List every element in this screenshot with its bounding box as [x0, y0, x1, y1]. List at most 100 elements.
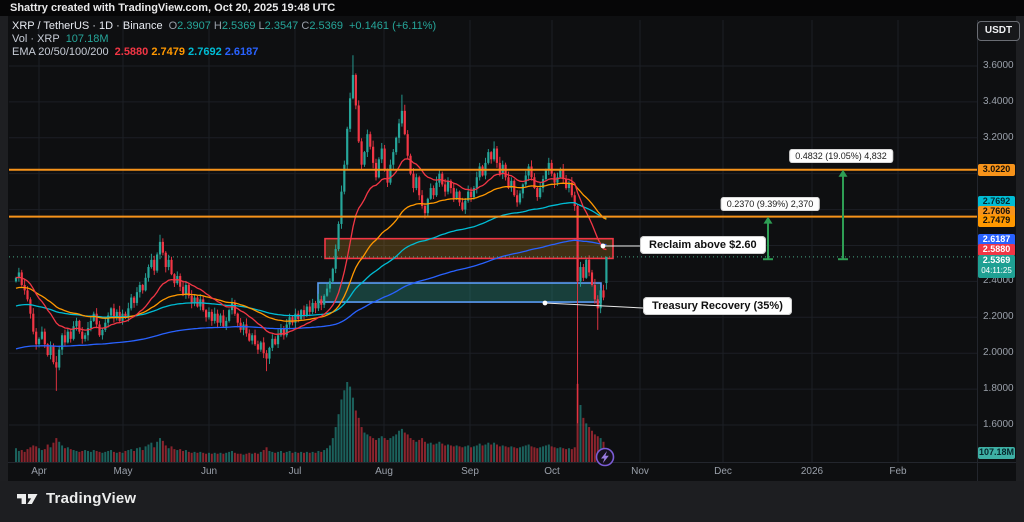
volume-bar: [559, 447, 562, 462]
candle-body: [69, 331, 72, 339]
volume-bar: [314, 452, 317, 462]
candle-body: [271, 338, 274, 348]
ema-200-line[interactable]: [15, 239, 607, 350]
candle-body: [507, 177, 510, 189]
treasury-zone[interactable]: [317, 282, 602, 303]
candle-body: [475, 177, 478, 189]
volume-bar: [61, 445, 64, 462]
candle-body: [461, 202, 464, 210]
volume-bar: [216, 453, 219, 462]
volume-bar: [556, 448, 559, 462]
candle-body: [351, 74, 355, 99]
volume-legend-row[interactable]: Vol · XRP 107.18M: [12, 33, 436, 45]
candle-body: [98, 324, 101, 336]
price-tick-label: 3.6000: [983, 59, 1014, 71]
volume-bar: [141, 450, 144, 462]
candle-body: [314, 302, 317, 309]
annotation-reclaim-label[interactable]: Reclaim above $2.60: [640, 236, 766, 254]
ema-value: 2.6187: [224, 46, 259, 58]
candle-body: [386, 170, 389, 183]
volume-bar: [452, 446, 455, 462]
candle-body: [170, 259, 173, 275]
volume-bar: [95, 450, 98, 462]
ohlc-key: C: [301, 20, 310, 32]
tradingview-logo[interactable]: TradingView: [16, 490, 136, 507]
ema-values: 2.5880 2.7479 2.7692 2.6187: [115, 46, 259, 58]
volume-bar: [544, 445, 547, 462]
price-badge-2.6187[interactable]: 2.6187: [978, 234, 1015, 246]
callout-anchor-dot[interactable]: [542, 300, 548, 306]
volume-bar: [179, 449, 182, 462]
candle-body: [285, 324, 288, 336]
measure-label-short[interactable]: 0.2370 (9.39%) 2,370: [720, 197, 820, 211]
volume-bar: [449, 445, 452, 462]
volume-bar: [334, 427, 337, 462]
candle-body: [101, 329, 104, 336]
volume-value: 107.18M: [65, 33, 109, 45]
candle-body: [282, 328, 285, 336]
volume-label: Vol · XRP: [12, 33, 60, 45]
candle-body: [516, 195, 519, 203]
volume-bar: [89, 451, 92, 462]
candle-body: [60, 335, 64, 350]
candle-body: [14, 277, 18, 282]
candle-body: [446, 180, 450, 192]
volume-bar: [472, 446, 475, 462]
volume-bar: [478, 443, 481, 462]
price-badge-2.7692[interactable]: 2.7692: [978, 196, 1015, 208]
volume-bar: [236, 453, 239, 462]
candle-body: [467, 191, 470, 201]
candle-body: [377, 159, 380, 178]
reclaim-zone[interactable]: [324, 237, 614, 260]
volume-bar: [493, 442, 496, 462]
candle-body: [602, 290, 605, 298]
ohlc-values: O2.3907 H2.5369 L2.3547 C2.5369: [169, 20, 343, 32]
currency-usdt-button[interactable]: USDT: [977, 21, 1020, 41]
callout-connector: [544, 302, 644, 309]
volume-bar: [259, 451, 262, 462]
candle-body: [444, 184, 447, 192]
volume-bar: [340, 399, 343, 462]
candle-body: [193, 297, 196, 303]
ema-legend-row[interactable]: EMA 20/50/100/200 2.5880 2.7479 2.7692 2…: [12, 46, 436, 58]
candle-body: [228, 310, 231, 321]
candle-body: [26, 290, 29, 300]
ema-50-line[interactable]: [15, 182, 607, 322]
volume-bar: [124, 450, 127, 462]
candle-body: [544, 170, 548, 180]
candle-body: [395, 137, 398, 153]
volume-bar: [435, 443, 438, 462]
ema-20-line[interactable]: [15, 158, 607, 335]
candle-body: [37, 338, 41, 345]
candle-body: [406, 134, 409, 156]
volume-bar: [196, 452, 199, 462]
volume-bar: [550, 446, 553, 462]
price-badge-3.0220[interactable]: 3.0220: [978, 164, 1015, 176]
annotation-treasury-label[interactable]: Treasury Recovery (35%): [643, 297, 792, 315]
volume-bar: [461, 447, 464, 462]
price-badge-2.5880[interactable]: 2.5880: [978, 244, 1015, 256]
candle-body: [95, 313, 98, 325]
countdown-timer: 04:11:25: [981, 265, 1012, 275]
candle-body: [596, 299, 599, 309]
price-badge-2.5369[interactable]: 2.5369 04:11:25: [978, 254, 1015, 278]
price-badge-2.7479[interactable]: 2.7479: [978, 215, 1015, 227]
volume-bar: [202, 452, 205, 462]
volume-bar: [547, 444, 550, 462]
ema-100-line[interactable]: [15, 201, 607, 318]
volume-bar: [239, 453, 242, 462]
volume-bar: [510, 446, 513, 462]
volume-bar: [300, 451, 303, 462]
volume-bar: [308, 452, 311, 462]
candle-body: [527, 166, 530, 176]
callout-anchor-dot[interactable]: [600, 243, 606, 249]
volume-badge[interactable]: 107.18M: [978, 447, 1015, 459]
volume-bar: [81, 450, 84, 462]
volume-bar: [513, 447, 516, 462]
candle-body: [305, 306, 308, 316]
measure-label-long[interactable]: 0.4832 (19.05%) 4,832: [789, 149, 893, 163]
volume-bar: [20, 450, 23, 462]
volume-bar: [464, 446, 467, 462]
symbol-legend-row[interactable]: XRP / TetherUS · 1D · Binance O2.3907 H2…: [12, 20, 436, 32]
